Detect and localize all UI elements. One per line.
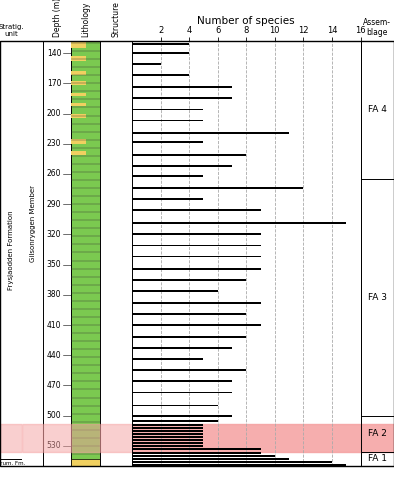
- Bar: [0, 424, 22, 452]
- Text: Frysjaodden Formation: Frysjaodden Formation: [8, 210, 14, 290]
- Text: 140: 140: [47, 48, 61, 58]
- Bar: [132, 336, 246, 338]
- Bar: [132, 414, 232, 416]
- Bar: [71, 424, 100, 452]
- Bar: [71, 104, 85, 106]
- Bar: [0, 41, 394, 466]
- Text: 410: 410: [47, 320, 61, 330]
- Bar: [71, 459, 100, 466]
- Text: Lithology: Lithology: [81, 2, 90, 37]
- Text: 320: 320: [47, 230, 61, 239]
- Bar: [71, 71, 85, 75]
- Text: Grum. Fm.: Grum. Fm.: [0, 462, 26, 466]
- Bar: [132, 64, 161, 65]
- Text: Assem-
blage: Assem- blage: [363, 18, 391, 37]
- Bar: [132, 74, 189, 76]
- Bar: [132, 348, 232, 349]
- Bar: [132, 244, 260, 246]
- Bar: [132, 279, 246, 280]
- Bar: [132, 290, 217, 292]
- Bar: [100, 424, 132, 452]
- Text: 350: 350: [46, 260, 61, 269]
- Text: 380: 380: [47, 290, 61, 300]
- Bar: [132, 324, 260, 326]
- Bar: [132, 424, 203, 426]
- Text: 230: 230: [47, 139, 61, 148]
- Text: Structure: Structure: [112, 1, 121, 37]
- Text: FA 4: FA 4: [368, 106, 387, 114]
- Bar: [132, 256, 260, 258]
- Bar: [71, 41, 85, 48]
- Bar: [132, 86, 232, 88]
- Text: 470: 470: [46, 381, 61, 390]
- Bar: [132, 458, 289, 460]
- Bar: [132, 175, 203, 177]
- Bar: [132, 165, 232, 167]
- Bar: [132, 436, 203, 438]
- Text: FA 1: FA 1: [368, 454, 387, 464]
- Bar: [43, 424, 71, 452]
- Bar: [132, 52, 189, 54]
- Bar: [132, 198, 203, 200]
- Bar: [132, 448, 260, 450]
- Bar: [132, 464, 346, 466]
- Bar: [132, 154, 246, 156]
- Bar: [132, 313, 246, 315]
- Text: 170: 170: [47, 79, 61, 88]
- Bar: [132, 234, 260, 235]
- Bar: [71, 114, 85, 117]
- Bar: [132, 424, 361, 452]
- Bar: [132, 455, 275, 457]
- Bar: [132, 98, 232, 100]
- Text: Stratig.
unit: Stratig. unit: [0, 24, 24, 37]
- Text: FA 2: FA 2: [368, 430, 387, 438]
- Bar: [71, 82, 85, 86]
- Bar: [132, 141, 203, 142]
- Text: 500: 500: [46, 411, 61, 420]
- Bar: [132, 392, 232, 394]
- Bar: [132, 461, 332, 463]
- Bar: [132, 439, 203, 440]
- Bar: [132, 358, 203, 360]
- Text: 260: 260: [47, 170, 61, 178]
- Text: 530: 530: [46, 442, 61, 450]
- Bar: [132, 108, 203, 110]
- Bar: [132, 380, 232, 382]
- Bar: [132, 120, 203, 122]
- Bar: [132, 404, 217, 406]
- Title: Number of species: Number of species: [197, 16, 295, 26]
- Bar: [132, 370, 246, 371]
- Bar: [132, 442, 203, 444]
- Bar: [71, 56, 85, 61]
- Bar: [132, 430, 203, 432]
- Bar: [132, 43, 189, 45]
- Bar: [132, 268, 260, 270]
- Bar: [71, 94, 85, 96]
- Bar: [132, 302, 260, 304]
- Text: 290: 290: [47, 200, 61, 208]
- Text: FA 3: FA 3: [368, 293, 387, 302]
- Bar: [132, 445, 203, 447]
- Bar: [132, 210, 260, 211]
- Bar: [132, 427, 203, 428]
- Bar: [71, 138, 85, 143]
- Bar: [22, 424, 43, 452]
- Text: Gilsonryggen Member: Gilsonryggen Member: [30, 185, 35, 262]
- Bar: [132, 433, 203, 434]
- Text: 440: 440: [46, 350, 61, 360]
- Bar: [132, 132, 289, 134]
- Bar: [132, 420, 217, 422]
- Text: Depth (m): Depth (m): [53, 0, 61, 37]
- Bar: [361, 424, 394, 452]
- Bar: [132, 187, 303, 189]
- Text: 200: 200: [47, 109, 61, 118]
- Bar: [71, 151, 85, 155]
- Bar: [132, 222, 346, 224]
- Bar: [132, 452, 260, 454]
